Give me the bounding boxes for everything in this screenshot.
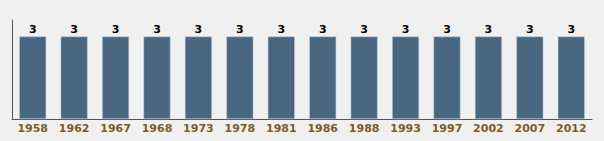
svg-text:1967: 1967 [100,122,131,135]
svg-text:1993: 1993 [390,122,421,135]
svg-text:2007: 2007 [515,122,546,135]
svg-text:1986: 1986 [307,122,338,135]
svg-text:1988: 1988 [349,122,380,135]
svg-text:3: 3 [485,23,493,36]
svg-text:1978: 1978 [225,122,256,135]
svg-text:3: 3 [443,23,451,36]
svg-text:3: 3 [402,23,410,36]
svg-text:1962: 1962 [59,122,90,135]
svg-text:1968: 1968 [142,122,173,135]
svg-text:3: 3 [360,23,368,36]
svg-text:3: 3 [236,23,244,36]
svg-text:3: 3 [70,23,78,36]
svg-text:3: 3 [319,23,327,36]
svg-text:3: 3 [567,23,575,36]
svg-text:1958: 1958 [17,122,48,135]
svg-text:1981: 1981 [266,122,297,135]
svg-text:3: 3 [195,23,203,36]
svg-text:3: 3 [153,23,161,36]
svg-text:3: 3 [277,23,285,36]
svg-text:3: 3 [29,23,37,36]
svg-text:1973: 1973 [183,122,214,135]
svg-text:1997: 1997 [432,122,463,135]
svg-text:3: 3 [112,23,120,36]
svg-text:3: 3 [526,23,534,36]
svg-text:2002: 2002 [473,122,504,135]
svg-text:2012: 2012 [556,122,587,135]
